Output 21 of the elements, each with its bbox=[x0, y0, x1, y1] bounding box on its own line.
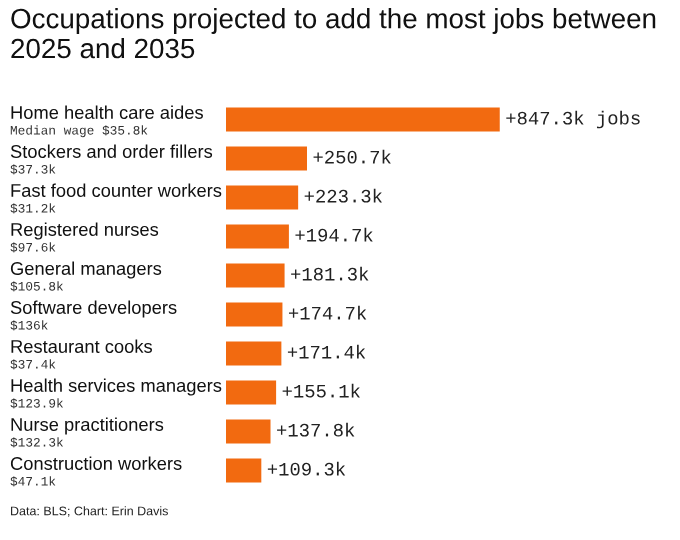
data-label: +847.3k jobs bbox=[506, 110, 640, 129]
bar bbox=[226, 185, 299, 210]
data-label: +155.1k bbox=[282, 383, 360, 398]
bar bbox=[226, 419, 271, 444]
data-label: +174.7k bbox=[288, 305, 367, 320]
data-label: +250.7k bbox=[313, 149, 391, 164]
data-label: +194.7k bbox=[295, 227, 373, 242]
bar bbox=[226, 107, 500, 132]
bar bbox=[226, 380, 277, 405]
data-label: +137.8k bbox=[277, 422, 355, 437]
bar bbox=[226, 302, 283, 327]
data-label: +109.3k bbox=[267, 461, 346, 476]
data-label: +171.4k bbox=[287, 344, 366, 359]
bar bbox=[226, 263, 285, 288]
bar bbox=[226, 341, 282, 366]
data-label: +181.3k bbox=[291, 266, 369, 281]
bar bbox=[226, 224, 289, 249]
chart-title: Occupations projected to add the most jobs between 2025 and 2035 bbox=[11, 8, 656, 59]
bar bbox=[226, 458, 262, 483]
bar bbox=[226, 146, 307, 171]
data-label: +223.3k bbox=[304, 188, 383, 203]
